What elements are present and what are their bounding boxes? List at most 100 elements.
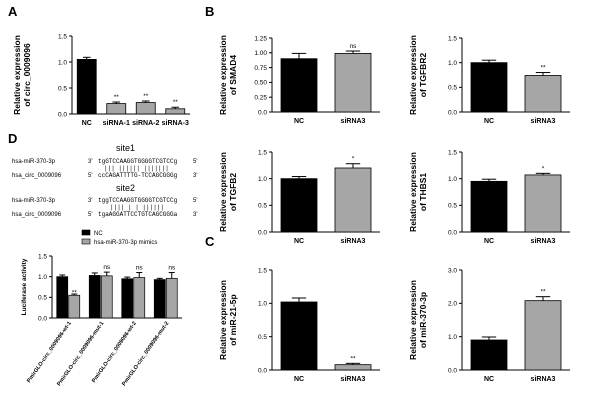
category-label: NC xyxy=(294,238,304,245)
bar xyxy=(524,174,562,233)
category-label: NC xyxy=(294,118,304,125)
y-axis-label: Relative expressionof circ_0009096 xyxy=(12,35,32,115)
bar xyxy=(68,294,81,319)
y-tick-label: 0.50 xyxy=(254,80,267,87)
y-axis-label-line: of miR-370-3p xyxy=(418,292,428,348)
y-tick-label: 0.5 xyxy=(258,203,267,210)
y-tick-label: 1.0 xyxy=(258,176,267,183)
y-axis-label-line: Relative expression xyxy=(12,35,22,115)
site1-circ-5prime: 5' xyxy=(88,173,92,179)
y-tick-label: 1.0 xyxy=(258,301,267,308)
y-tick-label: 0.5 xyxy=(58,85,67,92)
y-tick-label: 0.5 xyxy=(258,334,267,341)
y-tick-label: 1.0 xyxy=(448,60,457,67)
panel-letter-b: B xyxy=(205,4,214,19)
significance-mark: * xyxy=(542,165,545,172)
significance-mark: ns xyxy=(350,43,358,50)
y-tick-label: 0.0 xyxy=(448,229,457,236)
y-axis-label-line: of miR-21-5p xyxy=(228,294,238,345)
y-axis-label: Relative expressionof SMAD4 xyxy=(218,35,238,115)
y-tick-label: 1.0 xyxy=(448,334,457,341)
y-tick-label: 1.0 xyxy=(448,176,457,183)
bar xyxy=(135,102,156,115)
y-axis-label: Relative expressionof TGFBR2 xyxy=(408,35,428,115)
chart-mir370: 0.0 1.0 2.0 3.0 Relative expressionof miR-37… xyxy=(408,267,570,383)
category-label: NC xyxy=(82,120,92,127)
category-label: siRNA-3 xyxy=(162,120,189,127)
y-axis-label-line: Relative expression xyxy=(408,35,418,115)
chart-thbs1: 0.0 0.5 1.0 1.5 Relative expressionof THBS1 N… xyxy=(408,149,570,245)
site2-mirna-3prime: 3' xyxy=(88,198,92,204)
y-tick-label: 0.0 xyxy=(448,109,457,116)
y-axis-label-line: Relative expression xyxy=(218,152,228,232)
panel-letter-d: D xyxy=(8,131,17,146)
y-axis-label: Luciferase activity xyxy=(21,258,28,315)
site1-mirna-name: hsa-miR-370-3p xyxy=(12,159,56,165)
bar xyxy=(106,103,127,115)
chart-smad4: 0.0 0.25 0.50 0.75 1.00 1.25 Relative expressi… xyxy=(218,35,380,125)
category-label: siRNA-1 xyxy=(103,120,130,127)
site2-base-pairs: |||| | | |||||| xyxy=(110,204,164,211)
category-label: siRNA-2 xyxy=(132,120,159,127)
y-tick-label: 1.5 xyxy=(448,149,457,156)
y-tick-label: 1.5 xyxy=(58,33,67,40)
y-axis-label-line: of TGFBR2 xyxy=(418,53,428,98)
legend-label: NC xyxy=(94,231,103,237)
bar xyxy=(334,364,372,371)
category-label: siRNA3 xyxy=(341,238,366,245)
site1-circ-name: hsa_circ_0009096 xyxy=(12,173,62,179)
y-tick-label: 1.25 xyxy=(254,35,267,42)
y-axis-label: Relative expressionof THBS1 xyxy=(408,152,428,232)
y-axis-label-line: Relative expression xyxy=(408,152,418,232)
y-tick-label: 1.5 xyxy=(258,149,267,156)
site1-base-pairs: ||| |||||| ||||||| xyxy=(104,165,169,172)
site2-circ-5prime: 5' xyxy=(88,212,92,218)
significance-mark: ** xyxy=(540,289,546,296)
panel-letter-a: A xyxy=(8,4,18,19)
bar xyxy=(524,300,562,371)
y-tick-label: 0.0 xyxy=(258,109,267,116)
bar xyxy=(100,275,113,319)
bar xyxy=(133,277,146,319)
y-tick-label: 1.5 xyxy=(448,35,457,42)
site1-title: site1 xyxy=(116,143,135,153)
bar xyxy=(334,167,372,233)
chart-mir21: 0.0 0.5 1.0 1.5 Relative expressionof miR-21… xyxy=(218,267,380,383)
legend-swatch xyxy=(81,238,91,245)
y-tick-label: 0.0 xyxy=(58,111,67,118)
significance-mark: ** xyxy=(350,355,356,362)
site2-circ-name: hsa_circ_0009096 xyxy=(12,212,62,218)
category-label: siRNA3 xyxy=(341,376,366,383)
bar xyxy=(470,339,508,371)
y-axis-label: Relative expressionof miR-21-5p xyxy=(218,280,238,360)
significance-mark: ** xyxy=(72,289,78,296)
site1-mirna-3prime: 3' xyxy=(88,159,92,165)
category-label: siRNA3 xyxy=(341,118,366,125)
y-tick-label: 0.0 xyxy=(38,315,47,322)
category-label: NC xyxy=(294,376,304,383)
site1-mirna-5prime: 5' xyxy=(193,159,197,165)
y-axis-label: Relative expressionof TGFB2 xyxy=(218,152,238,232)
category-label: siRNA3 xyxy=(531,238,556,245)
category-label: NC xyxy=(484,376,494,383)
y-tick-label: 2.0 xyxy=(448,301,457,308)
significance-mark: ** xyxy=(114,94,120,101)
category-label: NC xyxy=(484,238,494,245)
y-tick-label: 0.0 xyxy=(258,367,267,374)
legend-label: hsa-miR-370-3p mimics xyxy=(94,240,157,246)
y-tick-label: 1.5 xyxy=(258,267,267,274)
y-tick-label: 0.75 xyxy=(254,65,267,72)
chart-tgfb2: 0.0 0.5 1.0 1.5 Relative expressionof TGFB2 N… xyxy=(218,149,380,245)
site1-circ-3prime: 3' xyxy=(193,173,197,179)
bar xyxy=(470,180,508,233)
y-axis-label-line: of TGFB2 xyxy=(228,173,238,212)
significance-mark: ** xyxy=(143,93,149,100)
y-axis-label-line: Relative expression xyxy=(408,280,418,360)
y-axis-label: Relative expressionof miR-370-3p xyxy=(408,280,428,360)
significance-mark: ns xyxy=(168,265,176,272)
bar xyxy=(280,178,318,233)
bar xyxy=(88,275,101,319)
y-axis-label-line: Relative expression xyxy=(218,280,228,360)
bar xyxy=(334,52,372,113)
